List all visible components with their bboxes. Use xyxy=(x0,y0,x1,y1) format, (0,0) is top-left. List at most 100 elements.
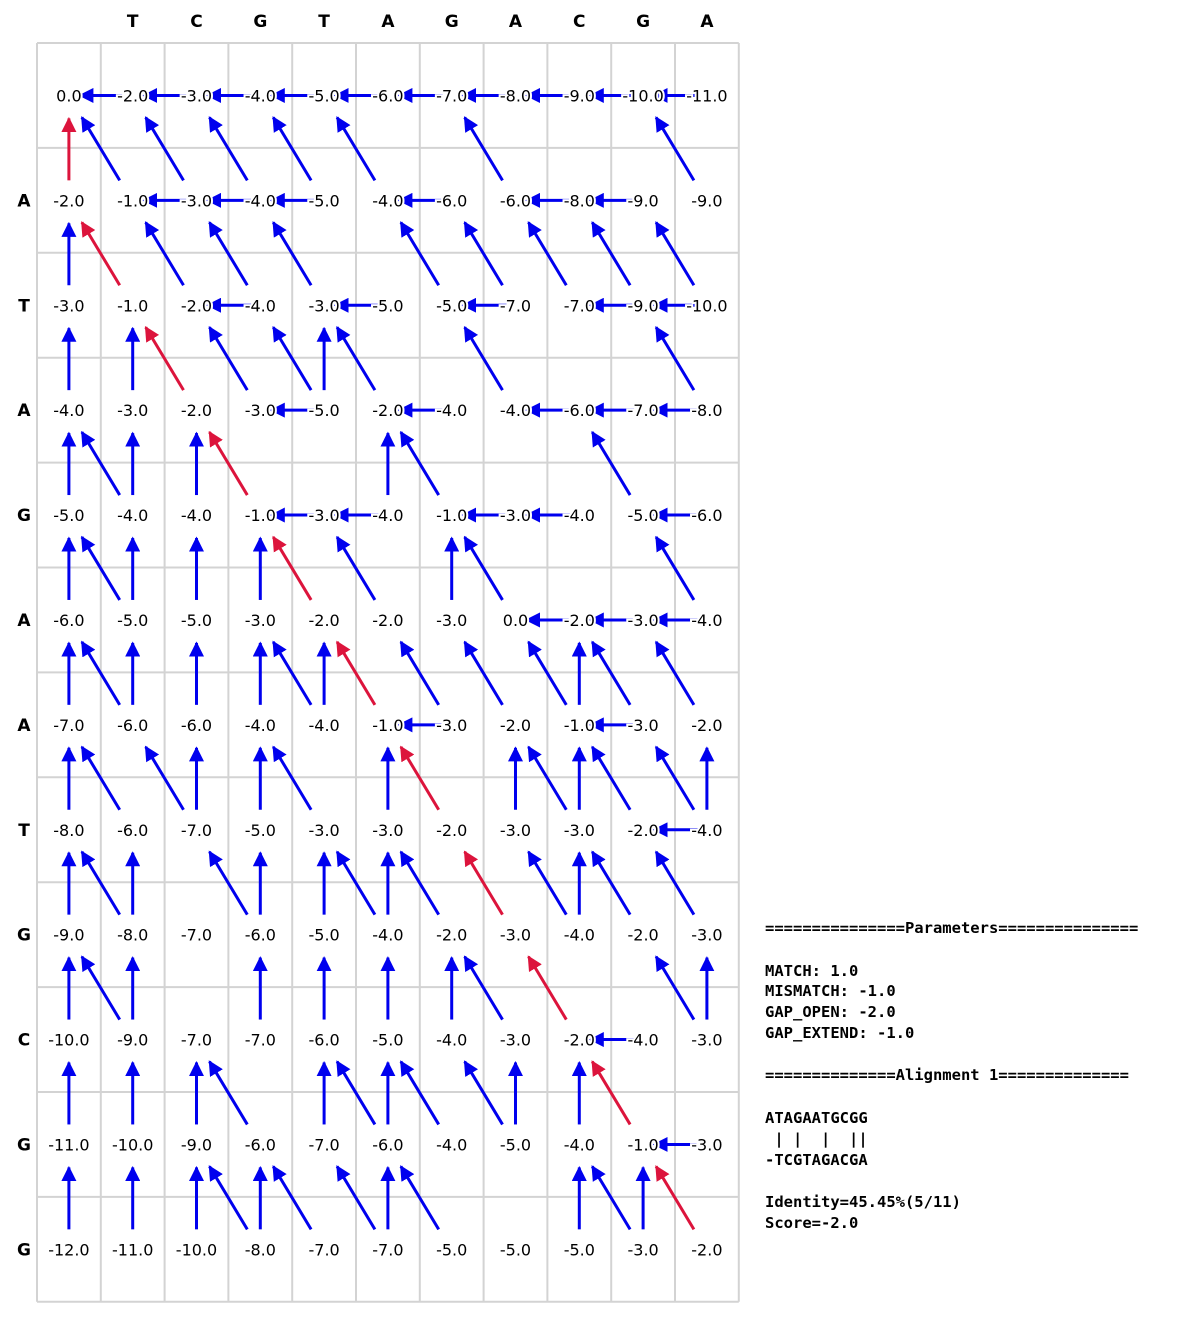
traceback-arrow xyxy=(463,535,504,601)
score-cell: -11.0 xyxy=(48,1135,89,1154)
score-cell: -2.0 xyxy=(627,821,658,840)
score-cell: -6.0 xyxy=(372,86,403,105)
score-cell: 0.0 xyxy=(503,611,528,630)
optimal-path-arrow xyxy=(591,1060,632,1126)
score-cell: -3.0 xyxy=(181,191,212,210)
score-cell: -3.0 xyxy=(245,401,276,420)
score-cell: -3.0 xyxy=(372,821,403,840)
score-cell: -5.0 xyxy=(308,86,339,105)
column-header: G xyxy=(253,12,267,32)
score-cell: -8.0 xyxy=(117,926,148,945)
score-cell: -6.0 xyxy=(564,401,595,420)
score-cell: -3.0 xyxy=(627,716,658,735)
score-cell: -6.0 xyxy=(691,506,722,525)
traceback-arrow xyxy=(399,640,440,706)
alignment-match-line: | | | || xyxy=(765,1129,868,1148)
score-cell: -6.0 xyxy=(117,821,148,840)
score-cell: -4.0 xyxy=(372,191,403,210)
traceback-arrow xyxy=(399,850,440,916)
score-cell: -1.0 xyxy=(436,506,467,525)
row-header: A xyxy=(17,191,31,211)
traceback-arrow xyxy=(591,745,632,811)
score-cell: -3.0 xyxy=(308,296,339,315)
row-header: C xyxy=(18,1031,30,1051)
score-cell: -8.0 xyxy=(564,191,595,210)
score-cell: -5.0 xyxy=(308,401,339,420)
identity-text: Identity=45.45%(5/11) xyxy=(765,1193,961,1212)
score-cell: -3.0 xyxy=(627,1240,658,1259)
traceback-arrow xyxy=(80,116,121,182)
traceback-arrow xyxy=(463,1060,504,1126)
row-header: A xyxy=(17,716,31,736)
score-cell: -5.0 xyxy=(181,611,212,630)
param-gap-open: GAP_OPEN: -2.0 xyxy=(765,1003,896,1022)
score-cell: 0.0 xyxy=(56,86,81,105)
traceback-arrow xyxy=(591,1165,632,1231)
score-cell: -4.0 xyxy=(564,1135,595,1154)
traceback-arrow xyxy=(527,221,568,287)
score-cell: -5.0 xyxy=(372,296,403,315)
score-cell: -6.0 xyxy=(308,1031,339,1050)
score-cell: -9.0 xyxy=(564,86,595,105)
row-header: G xyxy=(17,506,31,526)
column-header: A xyxy=(509,12,523,32)
column-header: C xyxy=(573,12,585,32)
row-header: A xyxy=(17,401,31,421)
info-panel: ===============Parameters===============… xyxy=(765,918,1185,1234)
score-cell: -2.0 xyxy=(308,611,339,630)
score-cell: -5.0 xyxy=(308,926,339,945)
score-cell: -4.0 xyxy=(245,86,276,105)
traceback-arrow xyxy=(272,1165,313,1231)
traceback-arrow xyxy=(591,640,632,706)
column-header: G xyxy=(445,12,459,32)
traceback-arrow xyxy=(654,535,696,601)
optimal-path-arrow xyxy=(654,1165,696,1231)
traceback-arrow xyxy=(272,640,313,706)
optimal-path-arrow xyxy=(463,850,504,916)
score-cell: -7.0 xyxy=(245,1031,276,1050)
score-cell: -6.0 xyxy=(117,716,148,735)
score-cell: -4.0 xyxy=(436,1031,467,1050)
score-cell: -6.0 xyxy=(53,611,84,630)
score-cell: -2.0 xyxy=(372,611,403,630)
score-cell: -3.0 xyxy=(500,1031,531,1050)
score-cell: -2.0 xyxy=(564,1031,595,1050)
score-cell: -7.0 xyxy=(564,296,595,315)
traceback-arrow xyxy=(527,745,568,811)
traceback-arrow xyxy=(208,116,249,182)
row-header: G xyxy=(17,926,31,946)
score-cell: -8.0 xyxy=(245,1240,276,1259)
traceback-arrow xyxy=(654,325,696,391)
score-cell: -2.0 xyxy=(500,716,531,735)
score-cell: -5.0 xyxy=(627,506,658,525)
score-cell: -9.0 xyxy=(627,296,658,315)
traceback-arrow xyxy=(80,745,121,811)
score-cell: -4.0 xyxy=(691,611,722,630)
score-cell: -1.0 xyxy=(117,191,148,210)
score-cell: -4.0 xyxy=(53,401,84,420)
score-cell: -10.0 xyxy=(176,1240,217,1259)
score-cell: -4.0 xyxy=(500,401,531,420)
score-cell: -9.0 xyxy=(627,191,658,210)
row-header: A xyxy=(17,611,31,631)
score-cell: -1.0 xyxy=(245,506,276,525)
score-cell: -4.0 xyxy=(691,821,722,840)
score-cell: -4.0 xyxy=(372,506,403,525)
score-cell: -4.0 xyxy=(436,1135,467,1154)
traceback-arrow xyxy=(591,430,632,496)
traceback-arrow xyxy=(399,430,440,496)
score-cell: -9.0 xyxy=(53,926,84,945)
score-cell: -3.0 xyxy=(500,926,531,945)
score-text: Score=-2.0 xyxy=(765,1213,859,1232)
score-cell: -3.0 xyxy=(436,611,467,630)
score-cell: -3.0 xyxy=(53,296,84,315)
score-cell: -4.0 xyxy=(245,191,276,210)
score-cell: -3.0 xyxy=(691,926,722,945)
score-cell: -10.0 xyxy=(686,296,727,315)
score-cell: -3.0 xyxy=(117,401,148,420)
column-header: T xyxy=(127,12,139,32)
sequence-headers: T C G T A G A C G A A T A G A A T G C G G xyxy=(17,12,714,1260)
traceback-arrow xyxy=(463,955,504,1021)
traceback-arrow xyxy=(591,221,632,287)
score-cell: -12.0 xyxy=(48,1240,89,1259)
